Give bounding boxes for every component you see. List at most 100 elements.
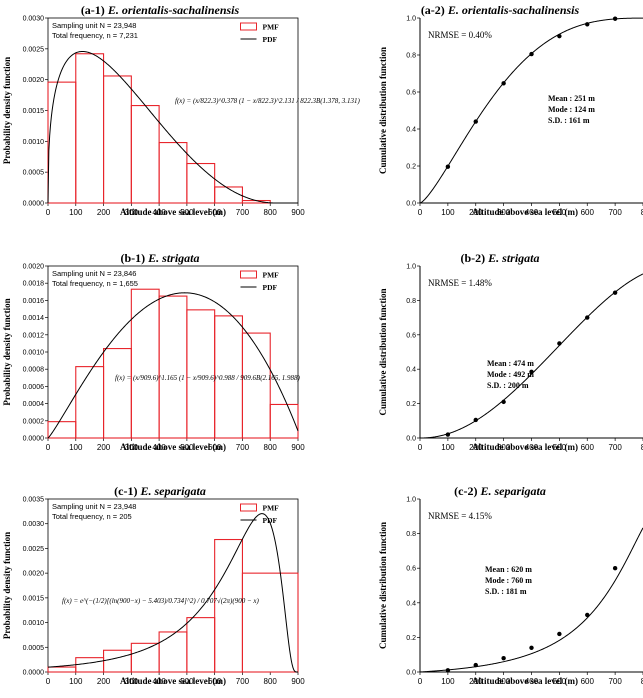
cdf-point <box>501 399 506 405</box>
x-tick-label: 0 <box>46 208 51 217</box>
cdf-point <box>501 81 506 86</box>
panel-title-species: E. separigata <box>479 484 545 498</box>
pmf-bar <box>186 162 216 204</box>
plot-frame <box>47 498 299 673</box>
cdf-point <box>473 119 478 124</box>
legend-pmf-swatch <box>240 22 257 31</box>
pmf-bar <box>269 403 299 439</box>
x-tick-label: 400 <box>525 443 539 452</box>
panel-title-species: E. separigata <box>139 484 205 498</box>
pdf-curve <box>47 50 298 204</box>
x-tick-label: 400 <box>152 677 166 686</box>
nrmse-label: NRMSE = 0.40% <box>428 30 492 40</box>
pmf-bar <box>47 81 77 204</box>
y-axis-label: Probability density function <box>2 57 12 164</box>
panel-title: (a-2) E. orientalis-sachalinensis <box>421 3 580 17</box>
sampling-info: Total frequency, n = 1,655 <box>52 279 138 288</box>
panel-title-code: (b-1) <box>120 251 148 265</box>
summary-stat: Mode : 492 m <box>487 370 534 379</box>
panel-title-code: (a-2) <box>421 3 448 17</box>
y-axis-label: Probability density function <box>2 298 12 405</box>
cdf-point <box>529 369 534 374</box>
x-axis-label: Altitude above sea level (m) <box>120 676 226 686</box>
y-tick-label: 0.0030 <box>23 16 45 23</box>
y-tick-label: 0.0005 <box>23 170 45 177</box>
pdf-equation: f(x) = (x/822.3)^0.378 (1 − x/822.3)^2.1… <box>175 97 361 105</box>
y-tick-label: 0.0 <box>406 670 416 677</box>
panel-title-code: (c-1) <box>114 484 140 498</box>
pmf-bar <box>214 538 243 673</box>
x-axis-label: Altitude above sea level (m) <box>120 442 226 452</box>
y-tick-label: 0.0020 <box>23 264 45 271</box>
pmf-bar <box>158 142 188 204</box>
y-tick-label: 0.0014 <box>23 315 45 322</box>
x-tick-label: 100 <box>69 208 83 217</box>
y-tick-label: 0.6 <box>406 566 416 573</box>
summary-stat: S.D. : 161 m <box>548 116 590 125</box>
pmf-bar <box>75 657 105 673</box>
pmf-bar <box>75 366 105 439</box>
x-tick-label: 600 <box>208 208 222 217</box>
legend-pmf-label: PMF <box>263 271 280 280</box>
x-tick-label: 300 <box>497 677 511 686</box>
legend-pmf-label: PMF <box>263 504 280 513</box>
pmf-bar <box>158 631 188 673</box>
y-tick-label: 1.0 <box>406 264 416 271</box>
x-tick-label: 8 <box>641 677 643 686</box>
pmf-bar <box>130 288 160 439</box>
panel-title: (a-1) E. orientalis-sachalinensis <box>81 3 240 17</box>
legend-pmf-label: PMF <box>263 23 280 32</box>
summary-stat: Mean : 474 m <box>487 359 534 368</box>
x-tick-label: 600 <box>208 677 222 686</box>
x-tick-label: 400 <box>525 677 539 686</box>
panel-title-code: (b-2) <box>460 251 488 265</box>
x-tick-label: 800 <box>264 443 278 452</box>
cdf-point <box>501 655 506 661</box>
x-tick-label: 900 <box>291 443 305 452</box>
cdf-curve <box>419 527 643 673</box>
panel-title: (b-2) E. strigata <box>460 251 539 265</box>
cdf-point <box>585 612 590 618</box>
sampling-info: Sampling unit N = 23,846 <box>52 269 136 278</box>
y-tick-label: 0.4 <box>406 367 416 374</box>
panel-b1: (b-1) E. strigata Altitude above sea leve… <box>2 251 305 452</box>
cdf-point <box>557 33 562 39</box>
pmf-bar <box>47 666 77 673</box>
x-tick-label: 400 <box>152 208 166 217</box>
y-tick-label: 0.0 <box>406 436 416 443</box>
x-tick-label: 600 <box>581 443 595 452</box>
y-tick-label: 0.0000 <box>23 201 45 208</box>
x-tick-label: 700 <box>608 208 622 217</box>
x-tick-label: 200 <box>97 443 111 452</box>
x-tick-label: 300 <box>497 208 511 217</box>
x-tick-label: 700 <box>608 443 622 452</box>
panel-title-species: E. orientalis-sachalinensis <box>447 3 580 17</box>
summary-stat: Mean : 251 m <box>548 94 595 103</box>
pmf-bar <box>103 75 132 204</box>
sampling-info: Sampling unit N = 23,948 <box>52 502 136 511</box>
x-tick-label: 700 <box>608 677 622 686</box>
y-tick-label: 0.0008 <box>23 367 45 374</box>
x-tick-label: 8 <box>641 443 643 452</box>
x-tick-label: 100 <box>69 443 83 452</box>
x-tick-label: 100 <box>441 208 455 217</box>
summary-stat: Mode : 760 m <box>485 576 532 585</box>
x-tick-label: 500 <box>553 208 567 217</box>
y-tick-label: 0.4 <box>406 600 416 607</box>
x-tick-label: 300 <box>497 443 511 452</box>
x-tick-label: 100 <box>441 677 455 686</box>
x-tick-label: 700 <box>236 443 250 452</box>
pmf-bar <box>130 105 160 204</box>
panel-a2: (a-2) E. orientalis-sachalinensis Altitud… <box>378 3 643 217</box>
cdf-point <box>529 645 534 650</box>
x-axis-label: Altitude above sea level (m) <box>472 442 578 452</box>
x-tick-label: 900 <box>291 208 305 217</box>
plot-frame <box>47 17 299 204</box>
cdf-curve <box>419 17 643 204</box>
x-tick-label: 700 <box>236 208 250 217</box>
pmf-bar <box>103 348 132 439</box>
panel-title-species: E. strigata <box>487 251 539 265</box>
x-tick-label: 200 <box>97 677 111 686</box>
x-tick-label: 200 <box>469 443 483 452</box>
panel-title-code: (c-2) <box>454 484 480 498</box>
